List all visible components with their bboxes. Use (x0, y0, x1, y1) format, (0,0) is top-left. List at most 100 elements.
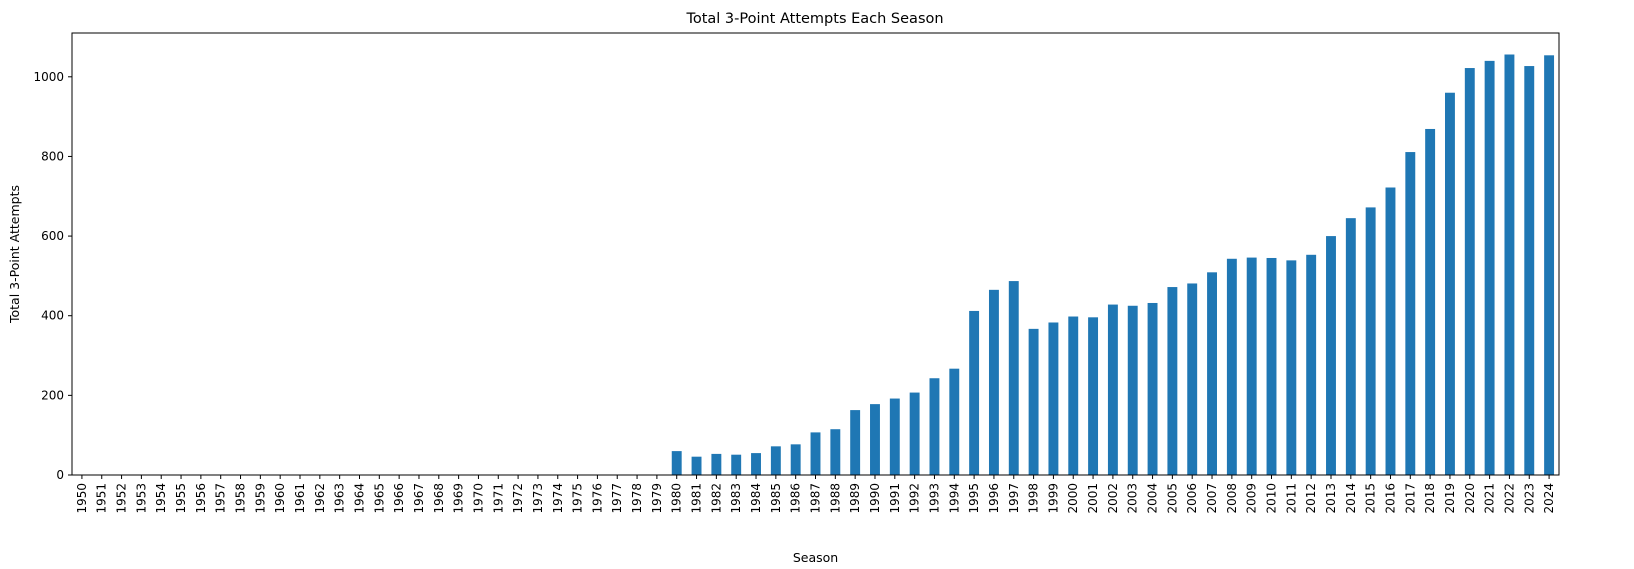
x-tick-label: 1961 (293, 483, 307, 514)
x-tick-label: 1959 (253, 483, 267, 514)
x-tick-label: 2009 (1245, 483, 1259, 514)
x-tick-label: 2023 (1522, 483, 1536, 514)
bar-2009 (1246, 257, 1257, 475)
x-tick-label: 1953 (134, 483, 148, 514)
x-tick-label: 1981 (690, 483, 704, 514)
x-tick-label: 2002 (1106, 483, 1120, 514)
x-tick-label: 2017 (1403, 483, 1417, 514)
bar-2018 (1425, 128, 1436, 475)
bar-2016 (1385, 187, 1396, 475)
bar-1986 (790, 444, 801, 475)
x-tick-label: 1954 (154, 483, 168, 514)
x-tick-label: 1974 (551, 483, 565, 514)
x-tick-label: 2019 (1443, 483, 1457, 514)
x-tick-label: 1956 (194, 483, 208, 514)
x-tick-label: 2005 (1165, 483, 1179, 514)
bar-1992 (909, 392, 920, 475)
bar-1982 (711, 453, 722, 475)
x-axis-label: Season (793, 550, 838, 565)
bar-1990 (870, 404, 880, 475)
x-tick-label: 2015 (1364, 483, 1378, 514)
bar-1985 (770, 446, 781, 475)
y-axis-label: Total 3-Point Attempts (7, 185, 22, 324)
bar-1984 (751, 453, 761, 475)
x-tick-label: 2004 (1146, 483, 1160, 514)
x-tick-label: 1978 (630, 483, 644, 514)
bar-2017 (1405, 152, 1416, 475)
y-tick-label: 400 (41, 309, 64, 323)
bar-2002 (1107, 304, 1118, 475)
x-tick-label: 1990 (868, 483, 882, 514)
x-tick-label: 1982 (709, 483, 723, 514)
bar-1991 (889, 398, 900, 475)
bar-2003 (1127, 305, 1138, 475)
bar-2006 (1187, 283, 1198, 475)
x-tick-label: 1992 (908, 483, 922, 514)
x-tick-label: 1980 (670, 483, 684, 514)
x-tick-label: 1967 (412, 483, 426, 514)
x-tick-label: 1984 (749, 483, 763, 514)
x-tick-label: 1999 (1046, 483, 1060, 514)
x-tick-label: 1957 (214, 483, 228, 514)
bar-2012 (1306, 254, 1317, 475)
x-tick-label: 1952 (115, 483, 129, 514)
x-tick-label: 1975 (571, 483, 585, 514)
x-tick-label: 2013 (1324, 483, 1338, 514)
x-tick-label: 2006 (1185, 483, 1199, 514)
bar-2010 (1266, 257, 1277, 475)
x-axis-ticks: 1950 1951 1952 1953 1954 1955 1956 1957 1958 1959… (75, 475, 1556, 514)
x-tick-label: 1997 (1007, 483, 1021, 514)
bar-2005 (1167, 287, 1178, 475)
x-tick-label: 2007 (1205, 483, 1219, 514)
x-tick-label: 2020 (1463, 483, 1477, 514)
chart-title: Total 3-Point Attempts Each Season (685, 11, 943, 27)
x-tick-label: 1985 (769, 483, 783, 514)
x-tick-label: 2001 (1086, 483, 1100, 514)
bar-1980 (671, 451, 682, 475)
bar-1996 (988, 289, 999, 475)
bar-2000 (1068, 316, 1079, 475)
bar-2024 (1544, 55, 1555, 475)
x-tick-label: 2018 (1423, 483, 1437, 514)
x-tick-label: 2003 (1126, 483, 1140, 514)
x-tick-label: 1970 (471, 483, 485, 514)
x-tick-label: 1969 (452, 483, 466, 514)
x-tick-label: 1994 (947, 483, 961, 514)
x-tick-label: 2016 (1383, 483, 1397, 514)
bar-2019 (1444, 92, 1455, 475)
x-tick-label: 1972 (511, 483, 525, 514)
x-tick-label: 2012 (1304, 483, 1318, 514)
bar-1999 (1048, 322, 1059, 475)
bar-2013 (1326, 236, 1336, 475)
y-axis-ticks: 0 200 400 600 800 1000 (33, 70, 72, 482)
bar-1994 (949, 368, 960, 475)
x-tick-label: 1976 (590, 483, 604, 514)
x-tick-label: 2008 (1225, 483, 1239, 514)
y-tick-label: 1000 (33, 70, 64, 84)
bar-1997 (1008, 281, 1019, 475)
y-tick-label: 600 (41, 229, 64, 243)
x-tick-label: 1989 (848, 483, 862, 514)
bar-1989 (850, 410, 861, 475)
x-tick-label: 1996 (987, 483, 1001, 514)
bar-2008 (1226, 258, 1237, 475)
x-tick-label: 2000 (1066, 483, 1080, 514)
bar-2014 (1345, 218, 1356, 475)
x-tick-label: 1977 (610, 483, 624, 514)
bar-1988 (830, 429, 841, 475)
x-tick-label: 1955 (174, 483, 188, 514)
bar-2021 (1484, 60, 1495, 476)
bar-1998 (1028, 328, 1039, 475)
x-tick-label: 1986 (789, 483, 803, 514)
x-tick-label: 1991 (888, 483, 902, 514)
y-tick-label: 200 (41, 388, 64, 402)
x-tick-label: 1965 (372, 483, 386, 514)
bar-2015 (1365, 207, 1376, 475)
bar-2001 (1088, 317, 1099, 475)
bar-2004 (1147, 302, 1158, 475)
x-tick-label: 1950 (75, 483, 89, 514)
x-tick-label: 2021 (1483, 483, 1497, 514)
x-tick-label: 1963 (333, 483, 347, 514)
plot-area-frame (71, 32, 1560, 476)
